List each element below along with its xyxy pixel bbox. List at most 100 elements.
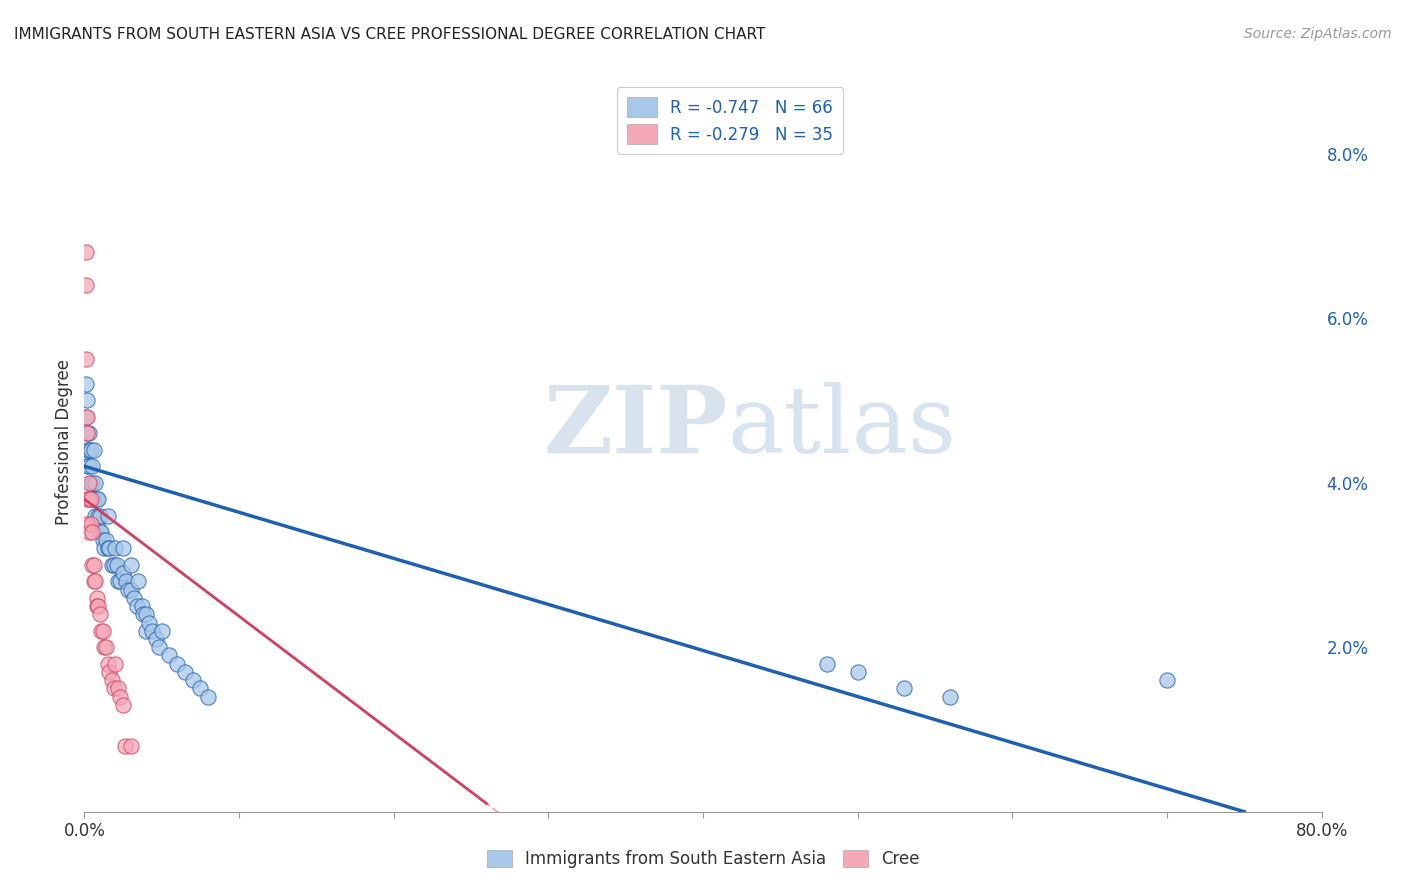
Point xyxy=(76,516,98,531)
Point xyxy=(79,475,101,490)
Point xyxy=(112,541,135,556)
Point xyxy=(87,599,110,613)
Point xyxy=(76,426,98,441)
Point xyxy=(94,533,117,548)
Point xyxy=(135,624,157,638)
Point xyxy=(87,492,110,507)
Point xyxy=(96,657,118,671)
Point xyxy=(77,475,100,490)
Point xyxy=(75,376,97,391)
Point xyxy=(131,599,153,613)
Point xyxy=(98,665,121,679)
Legend: Immigrants from South Eastern Asia, Cree: Immigrants from South Eastern Asia, Cree xyxy=(479,843,927,875)
Point xyxy=(91,624,114,638)
Point xyxy=(105,558,128,572)
Point xyxy=(79,492,101,507)
Point xyxy=(90,624,112,638)
Point xyxy=(122,591,145,605)
Point xyxy=(75,245,97,260)
Point xyxy=(76,442,98,457)
Point xyxy=(127,574,149,589)
Point xyxy=(76,459,98,474)
Point xyxy=(84,475,107,490)
Point xyxy=(120,582,142,597)
Point xyxy=(82,558,104,572)
Point xyxy=(84,508,107,523)
Point xyxy=(98,541,121,556)
Point xyxy=(174,665,197,679)
Point xyxy=(103,681,125,696)
Point xyxy=(112,566,135,581)
Point xyxy=(120,558,142,572)
Point xyxy=(90,524,112,539)
Point xyxy=(148,640,170,655)
Point xyxy=(86,516,108,531)
Point xyxy=(75,278,97,293)
Point xyxy=(166,657,188,671)
Point xyxy=(82,524,104,539)
Point xyxy=(75,409,97,424)
Point xyxy=(82,475,104,490)
Point xyxy=(87,508,110,523)
Point xyxy=(76,409,98,424)
Point xyxy=(86,492,108,507)
Point xyxy=(115,574,138,589)
Text: Source: ZipAtlas.com: Source: ZipAtlas.com xyxy=(1244,27,1392,41)
Point xyxy=(86,599,108,613)
Point xyxy=(107,574,129,589)
Point xyxy=(91,533,114,548)
Point xyxy=(79,442,101,457)
Point xyxy=(138,615,160,630)
Point xyxy=(1156,673,1178,687)
Point xyxy=(76,426,98,441)
Point xyxy=(77,442,100,457)
Point xyxy=(103,558,125,572)
Point xyxy=(86,591,108,605)
Point xyxy=(893,681,915,696)
Point xyxy=(101,673,124,687)
Point xyxy=(77,459,100,474)
Point xyxy=(107,681,129,696)
Point xyxy=(96,541,118,556)
Text: ZIP: ZIP xyxy=(544,382,728,472)
Point xyxy=(89,508,111,523)
Point xyxy=(89,524,111,539)
Point xyxy=(77,492,100,507)
Point xyxy=(75,352,97,367)
Point xyxy=(150,624,173,638)
Point xyxy=(77,426,100,441)
Point xyxy=(82,459,104,474)
Point xyxy=(83,574,105,589)
Point xyxy=(83,442,105,457)
Point xyxy=(79,516,101,531)
Point xyxy=(77,524,100,539)
Point xyxy=(181,673,204,687)
Point xyxy=(939,690,962,704)
Point xyxy=(104,657,127,671)
Point xyxy=(93,640,115,655)
Point xyxy=(93,541,115,556)
Point xyxy=(96,508,118,523)
Point xyxy=(82,492,104,507)
Point xyxy=(120,739,142,753)
Point xyxy=(101,558,124,572)
Point xyxy=(76,492,98,507)
Point xyxy=(112,698,135,712)
Point xyxy=(188,681,211,696)
Text: atlas: atlas xyxy=(728,382,957,472)
Point xyxy=(117,582,139,597)
Point xyxy=(76,393,98,408)
Point xyxy=(141,624,163,638)
Legend: R = -0.747   N = 66, R = -0.279   N = 35: R = -0.747 N = 66, R = -0.279 N = 35 xyxy=(617,87,844,154)
Point xyxy=(114,739,136,753)
Y-axis label: Professional Degree: Professional Degree xyxy=(55,359,73,524)
Point xyxy=(159,648,180,663)
Point xyxy=(135,607,157,622)
Point xyxy=(108,690,131,704)
Text: IMMIGRANTS FROM SOUTH EASTERN ASIA VS CREE PROFESSIONAL DEGREE CORRELATION CHART: IMMIGRANTS FROM SOUTH EASTERN ASIA VS CR… xyxy=(14,27,765,42)
Point xyxy=(83,492,105,507)
Point xyxy=(197,690,219,704)
Point xyxy=(815,657,838,671)
Point xyxy=(89,607,111,622)
Point xyxy=(83,558,105,572)
